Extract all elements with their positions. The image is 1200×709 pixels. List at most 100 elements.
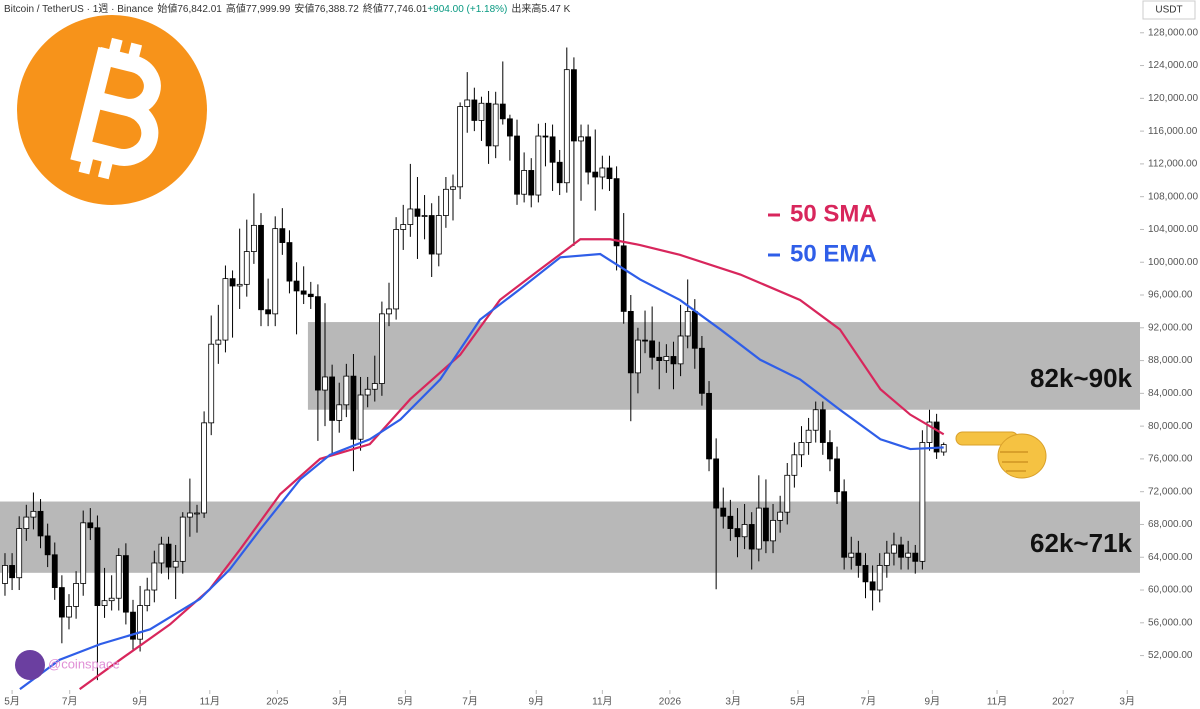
candle-body bbox=[464, 99, 471, 107]
legend-label: 50 EMA bbox=[790, 240, 877, 267]
y-tick-label: 112,000.00 bbox=[1148, 159, 1198, 170]
candle-body bbox=[272, 228, 279, 315]
candle-body bbox=[834, 458, 840, 493]
candle-body bbox=[592, 171, 599, 178]
x-tick-label: 11月 bbox=[987, 696, 1007, 708]
candle-body bbox=[869, 581, 876, 591]
x-tick-label: 9月 bbox=[925, 696, 941, 708]
candle-body bbox=[250, 224, 257, 252]
candle-body bbox=[528, 170, 535, 196]
candle-body bbox=[691, 311, 698, 349]
y-tick-label: 88,000.00 bbox=[1148, 355, 1193, 366]
candle-body bbox=[457, 106, 464, 188]
y-tick-label: 80,000.00 bbox=[1148, 421, 1193, 432]
candle-body bbox=[115, 555, 122, 599]
stat-value: 77,999.99 bbox=[246, 4, 291, 15]
candle-body bbox=[499, 103, 506, 120]
candle-body bbox=[613, 178, 620, 247]
stat-label: 始値 bbox=[157, 2, 177, 15]
watermark: @coinspace bbox=[48, 656, 120, 671]
candle-body bbox=[386, 308, 392, 315]
candle-body bbox=[435, 215, 442, 255]
candle-body bbox=[450, 186, 456, 190]
candle-body bbox=[734, 528, 741, 538]
x-tick-label: 9月 bbox=[132, 696, 148, 708]
candle-body bbox=[172, 560, 179, 568]
candle-body bbox=[80, 522, 87, 584]
candle-body bbox=[521, 170, 528, 195]
y-tick-label: 92,000.00 bbox=[1148, 322, 1193, 333]
x-tick-label: 3月 bbox=[332, 696, 348, 708]
candle-body bbox=[421, 215, 428, 217]
y-tick-label: 68,000.00 bbox=[1148, 519, 1193, 530]
candle-body bbox=[343, 375, 350, 406]
candle-body bbox=[706, 392, 712, 460]
indicator-line bbox=[79, 238, 945, 690]
candle-body bbox=[350, 375, 357, 440]
candle-body bbox=[791, 454, 798, 476]
stat-value: 5.47 K bbox=[541, 4, 570, 15]
candle-body bbox=[635, 339, 641, 374]
zone-label: 82k~90k bbox=[1030, 363, 1132, 393]
candle-body bbox=[378, 313, 385, 384]
candle-body bbox=[805, 429, 812, 443]
candle-body bbox=[137, 605, 143, 640]
y-tick-label: 100,000.00 bbox=[1148, 257, 1198, 268]
y-tick-label: 128,000.00 bbox=[1148, 27, 1198, 38]
x-tick-label: 5月 bbox=[790, 696, 806, 708]
x-tick-label: 5月 bbox=[398, 696, 414, 708]
candle-body bbox=[201, 422, 208, 514]
x-tick-label: 3月 bbox=[725, 696, 741, 708]
candle-body bbox=[236, 283, 243, 287]
stat-label: 終値 bbox=[363, 2, 383, 15]
candle-body bbox=[2, 565, 8, 584]
candle-body bbox=[620, 245, 627, 312]
candle-body bbox=[798, 442, 805, 456]
candle-body bbox=[229, 278, 236, 287]
candle-body bbox=[414, 208, 421, 217]
candle-body bbox=[741, 524, 748, 538]
candle-body bbox=[186, 512, 193, 518]
candle-body bbox=[862, 565, 869, 583]
y-tick-label: 60,000.00 bbox=[1148, 585, 1193, 596]
candle-body bbox=[784, 474, 791, 513]
candle-body bbox=[51, 554, 58, 588]
stat-label: 安値 bbox=[294, 2, 314, 15]
y-tick-label: 72,000.00 bbox=[1148, 486, 1193, 497]
candle-body bbox=[322, 376, 328, 391]
candle-body bbox=[222, 278, 229, 341]
candle-body bbox=[37, 510, 44, 537]
y-tick-label: 84,000.00 bbox=[1148, 388, 1193, 399]
candle-body bbox=[514, 135, 520, 195]
candle-body bbox=[763, 507, 769, 542]
y-tick-label: 116,000.00 bbox=[1148, 126, 1198, 137]
candle-body bbox=[748, 524, 755, 550]
candle-body bbox=[44, 535, 51, 556]
candle-body bbox=[393, 229, 400, 310]
candle-body bbox=[243, 251, 250, 285]
candle-body bbox=[208, 343, 215, 424]
candle-body bbox=[407, 208, 414, 225]
candle-body bbox=[770, 519, 776, 542]
candle-body bbox=[108, 597, 115, 602]
stat-value: +904.00 (+1.18%) bbox=[427, 4, 507, 15]
candle-body bbox=[471, 99, 478, 121]
candle-body bbox=[841, 491, 848, 558]
x-tick-label: 2027 bbox=[1052, 697, 1075, 708]
currency: USDT bbox=[1155, 5, 1182, 16]
candle-body bbox=[443, 188, 449, 216]
candle-body bbox=[549, 136, 556, 163]
x-tick-label: 7月 bbox=[62, 696, 78, 708]
candle-body bbox=[9, 565, 15, 579]
y-tick-label: 52,000.00 bbox=[1148, 650, 1193, 661]
stat-value: 77,746.01 bbox=[383, 4, 428, 15]
x-tick-label: 2026 bbox=[659, 697, 682, 708]
stat-label: 高値 bbox=[226, 2, 246, 15]
x-tick-label: 7月 bbox=[861, 696, 877, 708]
candle-body bbox=[357, 394, 364, 440]
candle-body bbox=[656, 356, 663, 361]
candle-body bbox=[158, 543, 165, 564]
candle-body bbox=[279, 228, 286, 243]
indicator-line bbox=[19, 252, 944, 690]
